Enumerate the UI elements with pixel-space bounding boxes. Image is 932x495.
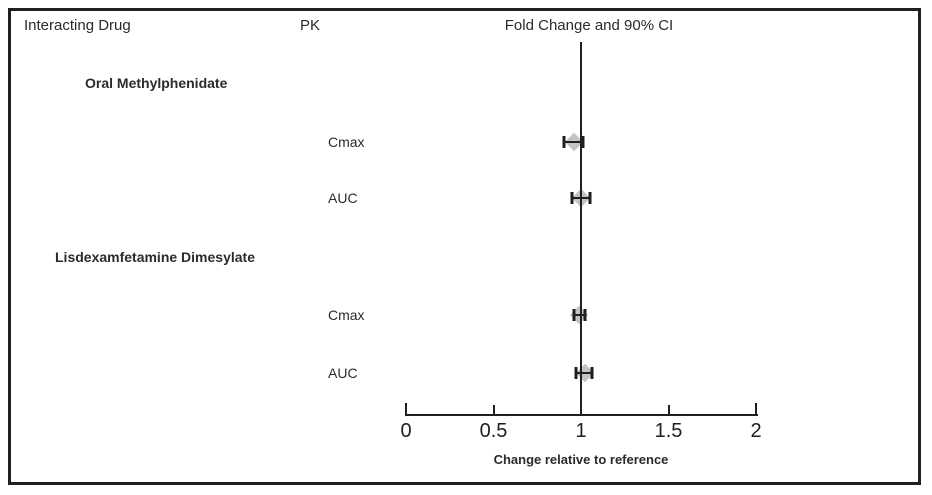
ci-cap-low bbox=[572, 309, 576, 321]
x-axis-tick bbox=[405, 403, 407, 416]
pk-row-label: Cmax bbox=[328, 307, 365, 323]
column-header-interacting-drug: Interacting Drug bbox=[24, 17, 131, 34]
ci-cap-high bbox=[588, 192, 592, 204]
x-axis-tick-label: 1.5 bbox=[654, 420, 683, 442]
x-axis-title: Change relative to reference bbox=[493, 452, 669, 467]
x-axis-tick-label: 0.5 bbox=[479, 420, 508, 442]
ci-bar bbox=[574, 314, 585, 316]
group-label: Oral Methylphenidate bbox=[85, 75, 228, 91]
x-axis-tick bbox=[755, 403, 757, 416]
column-header-fold-change: Fold Change and 90% CI bbox=[504, 17, 674, 34]
ci-bar bbox=[563, 141, 583, 143]
ci-bar bbox=[572, 197, 590, 199]
reference-line bbox=[580, 42, 582, 416]
pk-row-label: AUC bbox=[328, 190, 358, 206]
group-label: Lisdexamfetamine Dimesylate bbox=[55, 249, 255, 265]
x-axis-tick-label: 1 bbox=[575, 420, 587, 442]
pk-row-label: Cmax bbox=[328, 134, 365, 150]
column-header-pk: PK bbox=[300, 17, 321, 34]
ci-cap-low bbox=[562, 136, 565, 148]
x-axis-tick-label: 0 bbox=[400, 420, 412, 442]
ci-cap-low bbox=[574, 367, 578, 379]
ci-cap-high bbox=[581, 136, 585, 148]
ci-bar bbox=[575, 372, 592, 374]
ci-cap-high bbox=[590, 367, 593, 379]
ci-cap-low bbox=[570, 192, 574, 204]
ci-cap-high bbox=[583, 309, 586, 321]
pk-row-label: AUC bbox=[328, 365, 358, 381]
x-axis-tick bbox=[667, 405, 670, 416]
x-axis-tick-label: 2 bbox=[750, 420, 762, 442]
x-axis-line bbox=[406, 414, 758, 416]
x-axis-tick bbox=[492, 405, 495, 416]
figure-border-frame bbox=[8, 8, 921, 485]
